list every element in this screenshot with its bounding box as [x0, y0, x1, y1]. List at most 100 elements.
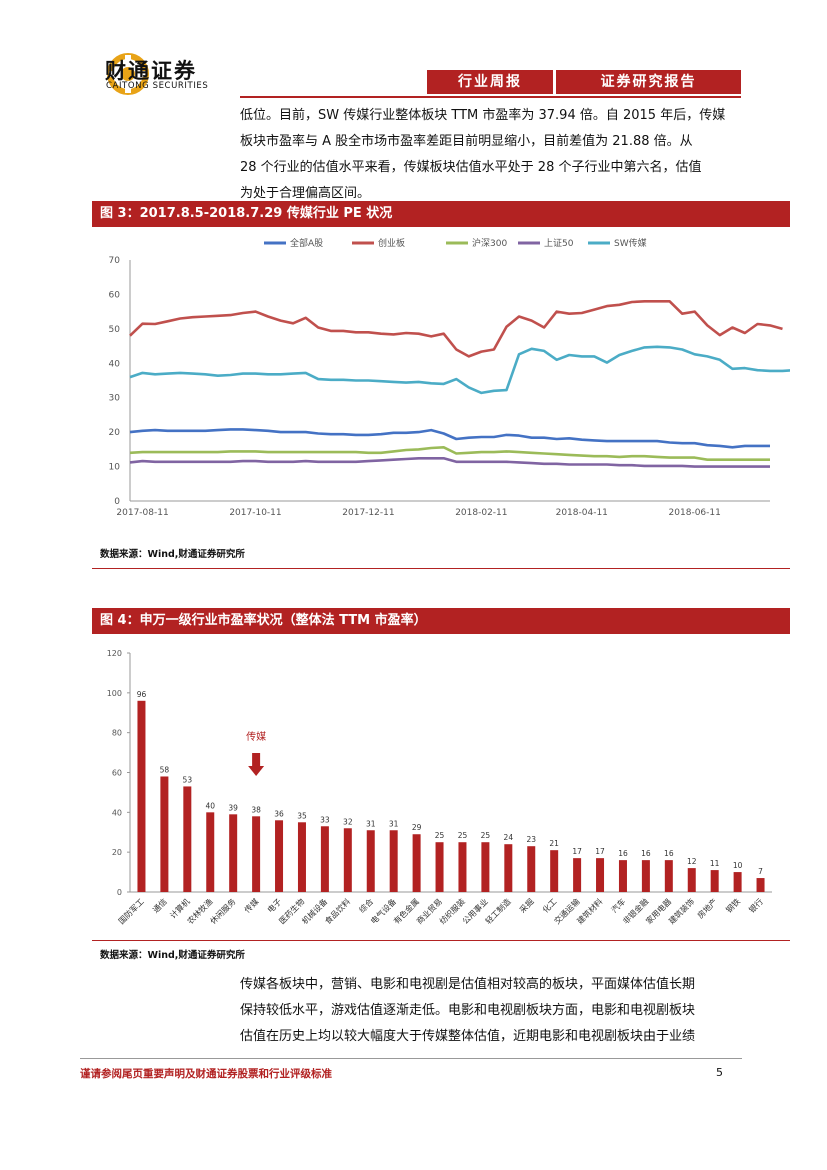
body-paragraph-2: 传媒各板块中，营销、电影和电视剧是估值相对较高的板块，平面媒体估值长期 保持较低… [240, 972, 740, 1050]
data-label: 17 [572, 847, 582, 856]
text-line: 估值在历史上均以较大幅度大于传媒整体估值，近期电影和电视剧板块由于业绩 [240, 1029, 696, 1044]
y-tick-label: 80 [112, 729, 122, 738]
bar [550, 850, 559, 892]
category-label: 建筑材料 [575, 896, 605, 926]
category-label: 化工 [540, 896, 558, 914]
category-label: 钢铁 [724, 896, 742, 914]
y-tick-label: 60 [112, 769, 122, 778]
bar [206, 812, 215, 892]
legend-item: 全部A股 [264, 237, 323, 249]
category-label: 采掘 [517, 896, 535, 914]
data-label: 58 [160, 765, 170, 774]
y-tick-label: 50 [109, 325, 121, 335]
y-tick-label: 70 [109, 256, 121, 266]
legend-label: 全部A股 [290, 237, 323, 249]
text-line: 低位。目前，SW 传媒行业整体板块 TTM 市盈率为 37.94 倍。自 201… [240, 108, 726, 123]
data-label: 25 [458, 831, 468, 840]
data-label: 32 [343, 817, 353, 826]
x-tick-label: 2017-10-11 [229, 508, 281, 518]
bar [687, 868, 696, 892]
y-tick-label: 40 [112, 808, 122, 817]
data-label: 16 [664, 849, 674, 858]
y-tick-label: 60 [109, 290, 121, 300]
y-tick-label: 20 [112, 848, 122, 857]
bar [412, 834, 421, 892]
media-annotation-label: 传媒 [246, 731, 266, 743]
text-line: 传媒各板块中，营销、电影和电视剧是估值相对较高的板块，平面媒体估值长期 [240, 977, 696, 992]
category-label: 房地产 [695, 896, 719, 920]
bar [481, 842, 490, 892]
data-label: 35 [297, 811, 307, 820]
text-line: 板块市盈率与 A 股全市场市盈率差距目前明显缩小，目前差值为 21.88 倍。从 [240, 134, 693, 149]
bar [252, 816, 261, 892]
media-pe-line-chart: 0 10 20 30 40 50 60 70 2017-08-11 2017-10-11 2017-… [109, 237, 790, 518]
legend-item: 上证50 [518, 238, 574, 249]
category-label: 轻工制造 [483, 896, 513, 926]
weekly-report-tag: 行业周报 [427, 70, 553, 94]
data-label: 7 [758, 867, 763, 876]
company-name-en: CAITONG SECURITIES [106, 81, 209, 91]
data-label: 10 [733, 861, 743, 870]
category-label: 国防军工 [116, 896, 146, 926]
bar [343, 828, 352, 892]
figure3-title: 图 3：2017.8.5-2018.7.29 传媒行业 PE 状况 [92, 201, 790, 227]
data-label: 31 [389, 819, 399, 828]
footer-disclaimer: 谨请参阅尾页重要声明及财通证券股票和行业评级标准 [80, 1068, 332, 1080]
legend-item: SW传媒 [588, 237, 647, 249]
legend-item: 创业板 [352, 237, 405, 249]
bar [641, 860, 650, 892]
bar [435, 842, 444, 892]
annotation-arrow-shaft [252, 753, 261, 766]
data-label: 38 [251, 805, 261, 814]
data-label: 12 [687, 857, 697, 866]
bar [710, 870, 719, 892]
y-tick-label: 30 [109, 394, 121, 404]
footer-divider [80, 1058, 742, 1059]
data-label: 96 [137, 690, 147, 699]
data-label: 16 [618, 849, 628, 858]
text-line: 为处于合理偏高区间。 [240, 186, 371, 201]
bar [183, 786, 192, 892]
y-tick-label: 0 [117, 888, 122, 897]
series-line-沪深300 [129, 446, 770, 461]
bar [137, 700, 146, 892]
data-label: 29 [412, 823, 422, 832]
data-label: 17 [595, 847, 605, 856]
series-line-上证50 [129, 457, 770, 468]
data-label: 39 [228, 803, 238, 812]
bar [733, 872, 742, 892]
category-label: 汽车 [609, 896, 627, 914]
legend-item: 沪深300 [446, 237, 507, 249]
data-label: 16 [641, 849, 651, 858]
legend-label: 上证50 [544, 238, 574, 249]
figure4-bottom-rule [92, 940, 790, 941]
category-label: 银行 [747, 896, 765, 914]
bar [664, 860, 673, 892]
category-label: 建筑装饰 [666, 896, 696, 926]
legend-label: 创业板 [378, 237, 405, 249]
text-line: 28 个行业的估值水平来看，传媒板块估值水平处于 28 个子行业中第六名，估值 [240, 160, 702, 175]
bar [389, 830, 398, 892]
x-tick-label: 2017-12-11 [342, 508, 394, 518]
x-tick-label: 2018-02-11 [455, 508, 507, 518]
logo-icon [107, 53, 149, 95]
data-label: 21 [549, 839, 559, 848]
legend-label: SW传媒 [614, 237, 647, 249]
y-tick-label: 10 [109, 463, 121, 473]
data-label: 40 [205, 801, 215, 810]
x-tick-label: 2018-04-11 [556, 508, 608, 518]
y-tick-label: 40 [109, 359, 121, 369]
data-label: 33 [320, 815, 330, 824]
page-number: 5 [716, 1066, 723, 1079]
data-label: 53 [183, 775, 193, 784]
bar [297, 822, 306, 892]
research-report-tag: 证券研究报告 [556, 70, 741, 94]
company-name-cn: 财通证券 [105, 59, 197, 83]
figure4-title: 图 4：申万一级行业市盈率状况（整体法 TTM 市盈率） [92, 608, 790, 634]
header-divider [240, 96, 741, 98]
figure3-bottom-rule [92, 568, 790, 569]
category-label: 电子 [265, 896, 283, 914]
figure4-source: 数据来源：Wind,财通证券研究所 [100, 950, 245, 961]
series-line-全部A股 [129, 428, 770, 449]
data-label: 24 [504, 833, 514, 842]
